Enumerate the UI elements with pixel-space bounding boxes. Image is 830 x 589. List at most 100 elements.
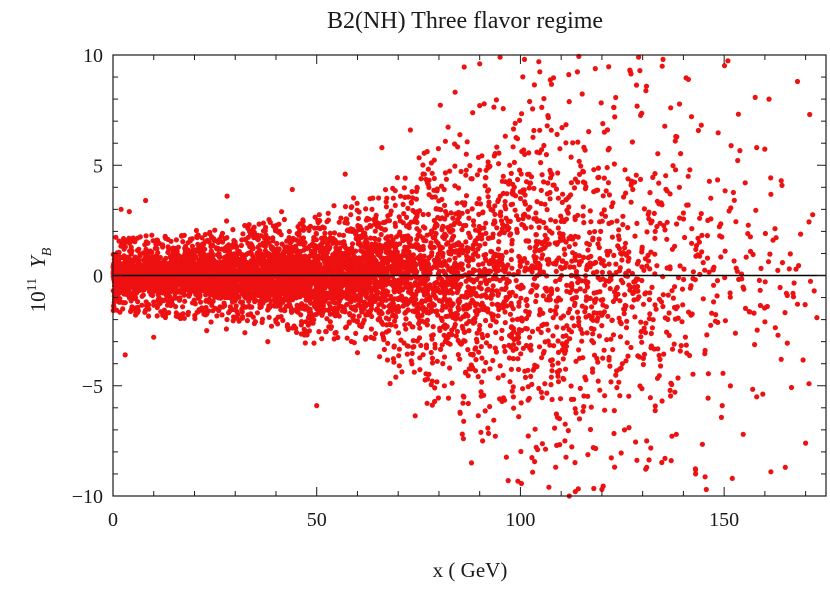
data-point — [181, 232, 187, 238]
data-point — [282, 308, 288, 314]
data-point — [167, 294, 173, 300]
data-point — [265, 235, 271, 241]
data-point — [428, 244, 434, 251]
data-point — [381, 227, 388, 233]
data-point — [408, 200, 414, 206]
data-point — [181, 292, 187, 298]
data-point — [465, 313, 471, 319]
data-point — [449, 290, 455, 296]
data-point — [448, 210, 454, 216]
data-point — [381, 304, 387, 310]
data-point — [474, 311, 480, 317]
data-point — [279, 209, 285, 215]
data-point — [175, 288, 182, 294]
data-point — [315, 217, 321, 224]
data-point — [397, 193, 404, 199]
data-point — [423, 345, 430, 351]
data-point — [392, 202, 398, 208]
data-point — [461, 418, 467, 424]
data-point — [339, 240, 345, 246]
data-point — [410, 344, 416, 350]
data-point — [408, 243, 414, 249]
data-point — [127, 290, 133, 296]
data-point — [348, 226, 354, 232]
data-point — [437, 216, 443, 222]
data-point — [363, 206, 369, 212]
data-point — [238, 242, 244, 249]
data-point — [135, 308, 141, 314]
data-point — [220, 259, 226, 265]
data-point — [294, 302, 300, 308]
data-point — [196, 276, 202, 283]
data-point — [355, 296, 361, 302]
data-point — [421, 171, 427, 177]
data-point — [128, 279, 134, 285]
data-point — [477, 232, 483, 238]
data-point — [363, 335, 369, 341]
data-point — [425, 166, 431, 172]
data-point — [265, 290, 271, 296]
data-point — [463, 151, 469, 157]
data-point — [316, 212, 322, 218]
data-point — [404, 214, 410, 220]
data-point — [402, 322, 408, 328]
data-point — [437, 289, 443, 296]
data-point — [393, 323, 399, 329]
data-point — [128, 298, 134, 304]
data-point — [424, 180, 430, 186]
data-point — [449, 265, 455, 271]
data-point — [122, 300, 128, 306]
data-point — [473, 250, 479, 256]
data-point — [434, 308, 440, 314]
data-point — [396, 214, 402, 220]
data-point — [478, 389, 484, 395]
data-point — [296, 231, 302, 237]
data-point — [332, 330, 338, 336]
data-point — [449, 380, 455, 386]
data-point — [433, 231, 439, 237]
data-point — [428, 240, 434, 246]
data-point — [274, 246, 280, 252]
data-point — [470, 267, 476, 273]
data-point — [330, 297, 336, 303]
data-point — [160, 312, 166, 318]
data-point — [143, 246, 149, 252]
data-point — [137, 234, 143, 240]
data-point — [323, 328, 329, 335]
data-point — [338, 295, 344, 301]
data-point — [364, 290, 370, 296]
data-point — [386, 218, 393, 224]
data-point — [354, 256, 361, 262]
data-point — [441, 354, 448, 360]
data-point — [316, 329, 322, 335]
data-point — [143, 299, 149, 305]
data-point — [175, 252, 181, 258]
data-point — [419, 312, 425, 318]
data-point — [479, 153, 485, 159]
data-point — [441, 186, 447, 193]
data-point — [385, 289, 391, 295]
data-point — [399, 369, 405, 375]
chart-title: B2(NH) Three flavor regime — [327, 8, 603, 34]
data-point — [128, 238, 134, 244]
data-point — [480, 438, 486, 444]
data-point — [441, 383, 447, 389]
data-point — [202, 231, 208, 238]
data-point — [463, 222, 469, 229]
data-point — [331, 230, 338, 236]
data-point — [278, 232, 284, 238]
data-point — [432, 385, 438, 391]
data-point — [342, 204, 349, 210]
data-point — [445, 124, 451, 130]
data-point — [464, 139, 470, 145]
data-point — [273, 319, 279, 325]
data-point — [462, 338, 468, 344]
data-point — [192, 301, 198, 307]
data-point — [402, 175, 408, 181]
data-point — [236, 277, 242, 283]
data-point — [119, 262, 125, 268]
data-point — [348, 212, 354, 218]
data-point — [185, 309, 191, 315]
data-point — [408, 263, 414, 269]
data-point — [306, 328, 312, 334]
